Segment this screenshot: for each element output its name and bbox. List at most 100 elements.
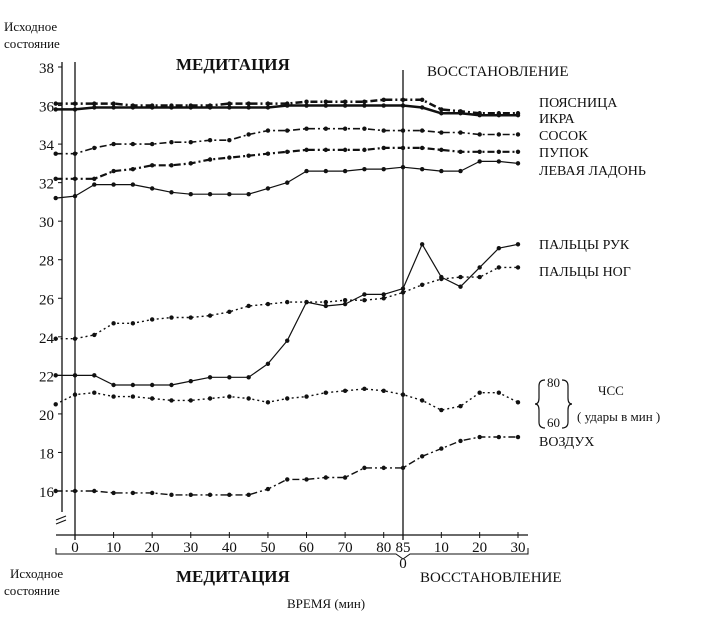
series-1-point — [265, 105, 271, 110]
series-8-point — [304, 477, 309, 482]
hr-scale: 80 60 ЧСС ( удары в мин ) — [534, 375, 660, 430]
series-0-point — [304, 99, 309, 104]
series-6-point — [72, 336, 78, 341]
series-3-point — [362, 147, 367, 153]
series-0-point — [381, 97, 386, 102]
y-tick-label: 34 — [39, 138, 55, 154]
series-1-point — [362, 103, 367, 108]
series-5-point — [400, 286, 406, 291]
series-7-point — [207, 396, 213, 401]
series-3-point — [439, 147, 444, 153]
series-4-point — [323, 168, 329, 174]
series-8-line — [55, 436, 518, 496]
series-8-point — [439, 446, 444, 451]
series-3-point — [285, 149, 290, 154]
series-2-point — [53, 151, 58, 156]
series-5-point — [381, 292, 386, 297]
series-1-point — [323, 103, 329, 108]
series-2-point — [304, 126, 309, 131]
series-1-point — [400, 103, 406, 108]
series-4-label: ЛЕВАЯ ЛАДОНЬ — [539, 164, 646, 179]
series-4-point — [515, 161, 521, 166]
series-6-point — [53, 336, 58, 341]
tick-labels: 16 18 20 22 24 26 28 30 32 34 36 38 0 10 20 30 40 50 60 70 8… — [39, 61, 526, 572]
series-6-point — [342, 298, 348, 303]
series-6-point — [227, 309, 232, 314]
series-3-point — [342, 147, 348, 153]
series-2-point — [149, 141, 155, 147]
series-7-point — [515, 400, 521, 405]
series-5-line — [55, 243, 519, 386]
x-tick-label: 40 — [222, 540, 237, 556]
recovery-zero-label: 0 — [399, 556, 407, 572]
series-6-point — [304, 299, 309, 305]
series-8-label: ВОЗДУХ — [539, 435, 594, 450]
series-5-point — [149, 382, 155, 388]
series-7-point — [53, 402, 58, 407]
series-5-point — [130, 382, 136, 388]
x-tick-label: 60 — [299, 540, 314, 556]
x-tick-label: 80 — [376, 540, 391, 556]
series-3-point — [53, 176, 58, 181]
series-3-point — [458, 149, 463, 154]
series-4-point — [53, 195, 58, 201]
x-tick-label: 20 — [472, 540, 487, 556]
series-1-point — [342, 103, 348, 108]
x-tick-label: 30 — [511, 540, 526, 556]
series-7-point — [92, 390, 97, 395]
series-1-point — [227, 105, 232, 110]
series-4-point — [285, 180, 290, 185]
series-7-point — [342, 388, 348, 393]
series-0-point — [53, 101, 58, 106]
baseline-label-bottom-1: Исходное — [10, 566, 63, 581]
series-1-point — [72, 107, 78, 112]
series-7-point — [458, 404, 463, 409]
timeline-bracket — [55, 548, 529, 560]
series-8-point — [496, 434, 502, 440]
recovery-label-top: ВОССТАНОВЛЕНИЕ — [427, 64, 569, 80]
series-4-point — [477, 159, 482, 164]
series-2-point — [92, 145, 97, 151]
series-4-point — [227, 192, 232, 197]
series-3-point — [400, 145, 406, 151]
series-7-point — [188, 398, 193, 403]
series-4-point — [265, 186, 271, 191]
series-1-point — [419, 105, 425, 110]
series-6-point — [169, 315, 174, 320]
series-5-point — [111, 382, 116, 388]
series-8-point — [285, 477, 290, 482]
series-1-point — [169, 105, 174, 110]
baseline-label-top-2: состояние — [4, 36, 60, 51]
series-2-point — [439, 130, 444, 135]
series-3-point — [111, 168, 116, 174]
series-1-point — [477, 112, 482, 118]
series-4-point — [419, 166, 425, 172]
series-7-point — [381, 388, 386, 393]
series-5-point — [419, 242, 425, 247]
y-tick-label: 36 — [39, 100, 55, 116]
hr-unit: ( удары в мин ) — [577, 409, 660, 424]
series-5-point — [342, 301, 348, 307]
series-2-point — [342, 126, 348, 131]
series-8-point — [342, 475, 348, 480]
series-6-label: ПАЛЬЦЫ НОГ — [539, 265, 631, 280]
series-3-point — [169, 163, 174, 168]
series-2-point — [169, 139, 174, 145]
x-tick-label: 85 — [396, 540, 411, 556]
meditation-label-bottom: МЕДИТАЦИЯ — [176, 567, 290, 586]
series-4-point — [246, 192, 251, 197]
series-1-point — [207, 105, 213, 110]
series-3-point — [323, 147, 329, 153]
series-8-point — [53, 488, 58, 494]
series-2-point — [265, 128, 271, 133]
series-0-point — [246, 101, 251, 106]
series-8-point — [265, 486, 271, 492]
series-4-point — [72, 193, 78, 199]
series-6-point — [188, 315, 193, 320]
series-2-point — [477, 132, 482, 137]
series-5-point — [458, 284, 463, 289]
series-4-point — [169, 190, 174, 195]
series-5-point — [207, 375, 213, 380]
series-6-point — [207, 313, 213, 318]
